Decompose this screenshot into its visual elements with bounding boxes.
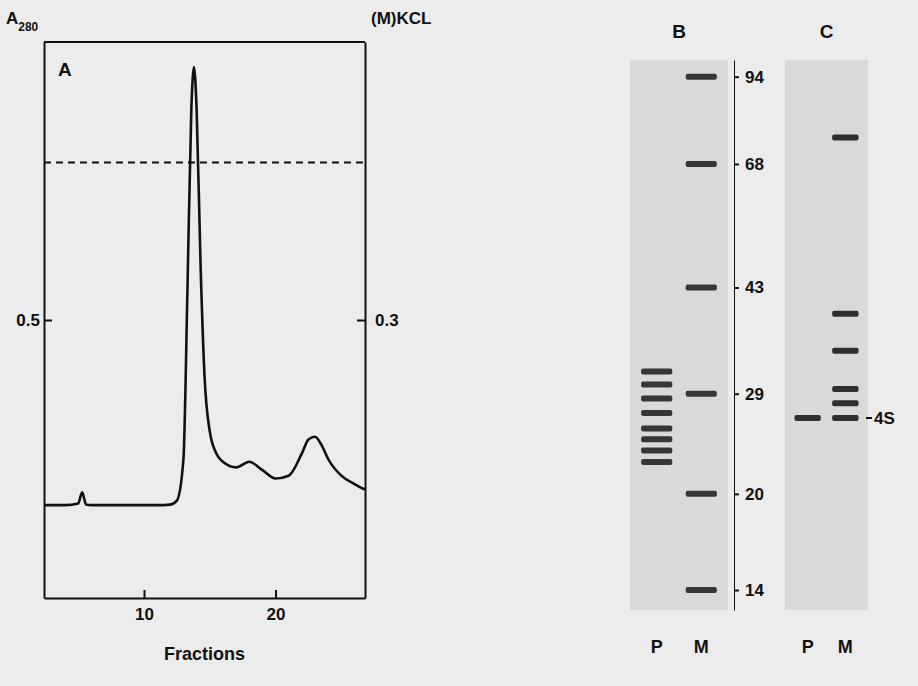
gel-band <box>832 415 858 421</box>
plot-marks <box>44 67 365 505</box>
absorbance-line <box>44 67 365 505</box>
panel-gel: PM4SC <box>785 21 895 657</box>
gel-band <box>686 161 717 167</box>
lane-tick: M <box>694 637 709 657</box>
lane-axis: PM <box>802 637 853 657</box>
y-axis-title: A280 <box>6 9 39 34</box>
gel-band <box>686 587 717 593</box>
axis-title-subscript: 280 <box>18 20 38 34</box>
y-tick-mark <box>44 320 52 322</box>
gel-band <box>832 400 858 406</box>
mw-tick-label: 68 <box>745 155 764 174</box>
lane-label: P <box>802 637 814 657</box>
mw-tick: 94 <box>734 68 764 87</box>
gel-band <box>832 386 858 392</box>
mw-axis-line <box>734 61 735 611</box>
mw-tick: 20 <box>734 485 764 504</box>
mw-tick: 43 <box>734 278 764 297</box>
gel-band <box>832 311 858 317</box>
lane-label: M <box>694 637 709 657</box>
gel-band <box>794 415 820 421</box>
y-tick-label: 0.5 <box>16 311 40 330</box>
mw-tick-mark <box>734 163 739 165</box>
gel-band <box>686 391 717 397</box>
figure: 10200.50.3AA280(M)KCLFractionsPM94684329… <box>0 0 918 686</box>
x-axis: 10 20 <box>45 590 366 624</box>
x-tick-label: 10 <box>135 605 154 624</box>
gel-band <box>832 348 858 354</box>
mw-tick: 14 <box>734 581 764 600</box>
x-tick-mark <box>275 590 277 598</box>
x-tick: 20 <box>267 590 286 624</box>
mw-tick: 29 <box>734 385 764 404</box>
gel-band <box>832 135 858 141</box>
panel-line-chart: 10200.50.3AA280(M)KCLFractions <box>6 9 431 664</box>
gel-bands <box>641 74 717 593</box>
panel-letter: C <box>820 21 834 42</box>
gel-band <box>686 491 717 497</box>
mw-tick-label: 94 <box>745 68 764 87</box>
gel-band <box>641 395 672 401</box>
mw-tick-label: 14 <box>745 581 764 600</box>
gel-background <box>630 60 728 610</box>
mw-tick-mark <box>734 590 739 592</box>
gel-background <box>785 60 868 610</box>
annotation-leader <box>866 417 872 419</box>
gel-band <box>641 410 672 416</box>
gel-band <box>641 436 672 442</box>
band-annotation: 4S <box>874 409 895 428</box>
gel-band <box>686 285 717 291</box>
gel-band <box>641 447 672 453</box>
y-tick: 0.5 <box>16 311 52 330</box>
mw-tick-label: 43 <box>745 278 764 297</box>
x-tick: 10 <box>135 590 154 624</box>
gel-bands <box>794 135 858 421</box>
mw-tick-mark <box>734 76 739 78</box>
salt-gradient-line <box>44 161 365 163</box>
gel-band <box>641 425 672 431</box>
gel-band <box>641 459 672 465</box>
mw-tick-mark <box>734 287 739 289</box>
x-axis-line <box>45 598 366 600</box>
lane-axis: PM <box>651 637 709 657</box>
axis-title-part: A <box>6 9 18 28</box>
plot-frame-top <box>44 41 365 43</box>
mw-tick-mark <box>734 493 739 495</box>
x-tick-mark <box>143 590 145 598</box>
mw-tick-label: 20 <box>745 485 764 504</box>
gel-band <box>641 382 672 388</box>
panel-letter: A <box>58 59 72 80</box>
gel-band <box>686 74 717 80</box>
panel-gel: PM946843292014B <box>630 21 764 657</box>
y-axis: 0.5 <box>16 43 52 599</box>
y2-tick-label: 0.3 <box>375 311 399 330</box>
lane-label: P <box>651 637 663 657</box>
y2-tick: 0.3 <box>357 311 399 330</box>
x-tick-label: 20 <box>267 605 286 624</box>
gel-band <box>641 368 672 374</box>
mw-axis: 94 68 43 29 20 14 <box>734 61 764 611</box>
figure-svg: 10200.50.3AA280(M)KCLFractionsPM94684329… <box>0 0 918 686</box>
y2-axis: 0.3 <box>357 43 399 599</box>
lane-tick: P <box>802 637 814 657</box>
y2-tick-mark <box>357 320 365 322</box>
mw-tick-mark <box>734 393 739 395</box>
x-axis-title: Fractions <box>164 644 245 664</box>
mw-tick-label: 29 <box>745 385 764 404</box>
lane-tick: P <box>651 637 663 657</box>
panel-letter: B <box>672 21 686 42</box>
mw-tick: 68 <box>734 155 764 174</box>
lane-tick: M <box>838 637 853 657</box>
lane-label: M <box>838 637 853 657</box>
y2-axis-title: (M)KCL <box>371 9 431 28</box>
